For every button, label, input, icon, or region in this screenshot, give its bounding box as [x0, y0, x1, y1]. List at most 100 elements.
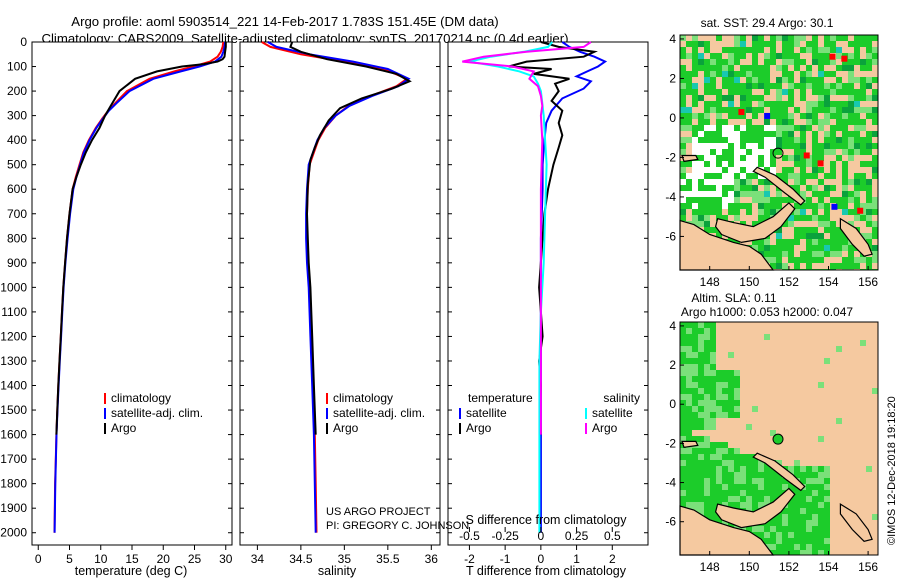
map-cell [704, 454, 710, 460]
map-cell [686, 472, 692, 478]
map-cell [818, 233, 824, 239]
x-tick-label: 0 [538, 552, 545, 566]
map-cell [866, 125, 872, 131]
map-cell [698, 502, 704, 508]
map-cell [800, 526, 806, 532]
map-cell [740, 173, 746, 179]
map-cell [872, 95, 878, 101]
map-cell [692, 83, 698, 89]
map-cell [854, 257, 860, 263]
map-cell [788, 502, 794, 508]
map-cell [752, 472, 758, 478]
map-cell [776, 520, 782, 526]
map-cell [704, 424, 710, 430]
map-cell [734, 35, 740, 41]
y-tick-label: 1200 [0, 329, 27, 343]
map-cell [680, 59, 686, 65]
map-cell [728, 400, 734, 406]
map-cell [692, 466, 698, 472]
map-cell [776, 47, 782, 53]
map-cell [686, 95, 692, 101]
map-cell [842, 215, 848, 221]
map-cell [806, 137, 812, 143]
map-cell [770, 191, 776, 197]
map-cell [770, 544, 776, 550]
map-cell [728, 35, 734, 41]
map-cell [680, 334, 686, 340]
map-cell [740, 161, 746, 167]
map-cell [734, 179, 740, 185]
map-cell [698, 424, 704, 430]
map-cell [704, 382, 710, 388]
map-cell [764, 496, 770, 502]
manus-coast [681, 440, 699, 448]
map-cell [806, 532, 812, 538]
map-cell [848, 137, 854, 143]
map-cell [680, 125, 686, 131]
map-cell [872, 71, 878, 77]
map-cell [698, 394, 704, 400]
legend-label: satellite [466, 406, 507, 420]
x-tick-label: 1 [573, 552, 580, 566]
map-cell [800, 209, 806, 215]
map-cell [686, 484, 692, 490]
map-cell [824, 358, 830, 364]
temperature-xlabel: temperature (deg C) [75, 564, 188, 578]
series-line-salinity-argo [462, 41, 592, 435]
map-x-tick-label: 148 [700, 560, 720, 574]
map-cell [680, 430, 686, 436]
map-cell [770, 137, 776, 143]
map-cell [776, 478, 782, 484]
map-cell [692, 322, 698, 328]
map-cell [734, 77, 740, 83]
map-cell [776, 233, 782, 239]
map-cell [746, 215, 752, 221]
map-cell [776, 95, 782, 101]
map-cell [806, 95, 812, 101]
map-cell [686, 173, 692, 179]
x-tick-label: 25 [188, 552, 202, 566]
map-cell [800, 263, 806, 269]
map-cell [830, 179, 836, 185]
map-cell [788, 532, 794, 538]
map-cell [710, 221, 716, 227]
map-cell [704, 502, 710, 508]
map-cell [758, 490, 764, 496]
map-cell [818, 382, 824, 388]
top-tick-label: 0 [538, 529, 545, 543]
map-cell [824, 131, 830, 137]
map-cell [686, 418, 692, 424]
new-ireland-coast [752, 452, 806, 492]
map-cell [758, 59, 764, 65]
map-cell [722, 442, 728, 448]
map-cell [860, 203, 866, 209]
map-cell [692, 388, 698, 394]
map-cell [842, 251, 848, 257]
map-cell [710, 113, 716, 119]
map-cell [812, 472, 818, 478]
map-cell [788, 131, 794, 137]
map-cell [794, 532, 800, 538]
map-cell [782, 161, 788, 167]
map-cell [806, 89, 812, 95]
map-cell [692, 424, 698, 430]
map-cell [824, 83, 830, 89]
map-cell [872, 257, 878, 263]
map-cell [872, 251, 878, 257]
map-cell [806, 83, 812, 89]
map-cell [722, 197, 728, 203]
anomaly-cell [829, 53, 836, 60]
map-cell [836, 53, 842, 59]
map-cell [818, 119, 824, 125]
map-cell [866, 77, 872, 83]
map-cell [746, 107, 752, 113]
legend-label: satellite-adj. clim. [333, 406, 425, 420]
map-cell [770, 484, 776, 490]
map-cell [752, 490, 758, 496]
map-cell [872, 47, 878, 53]
map-cell [746, 41, 752, 47]
map-cell [698, 215, 704, 221]
map-cell [704, 167, 710, 173]
map-cell [692, 191, 698, 197]
map-cell [704, 388, 710, 394]
